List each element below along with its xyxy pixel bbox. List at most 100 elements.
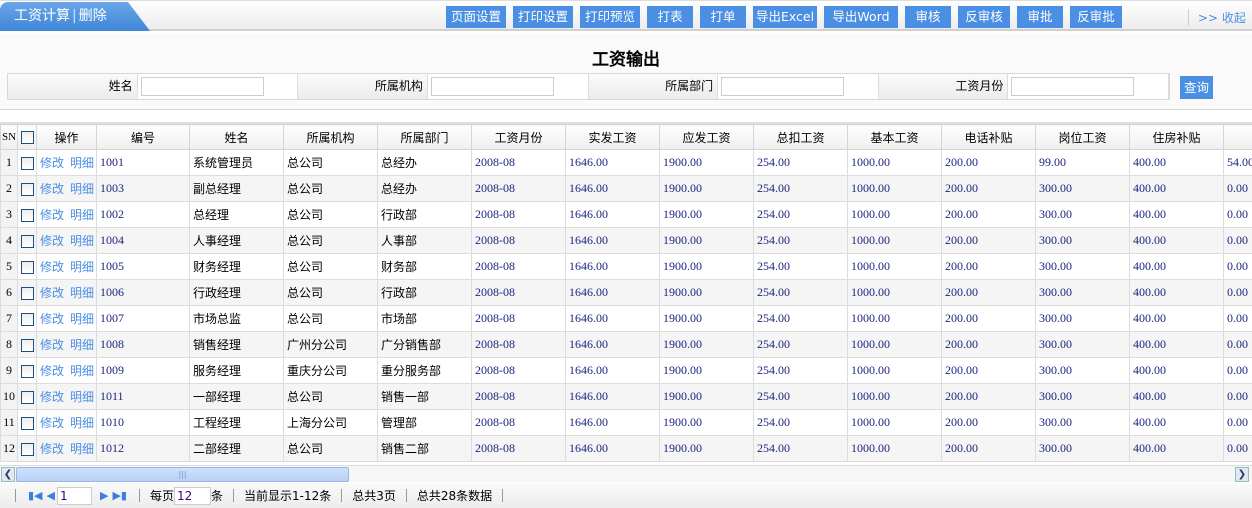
table-row[interactable]: 9 修改 明细 1009 服务经理 重庆分公司 重分服务部 2008-08 1646.00 190…: [0, 357, 1252, 384]
edit-link[interactable]: 修改: [40, 442, 65, 456]
query-input[interactable]: [721, 77, 845, 96]
detail-link[interactable]: 明细: [70, 390, 95, 404]
table-row[interactable]: 6 修改 明细 1006 行政经理 总公司 行政部 2008-08 1646.00 1900.00…: [0, 279, 1252, 306]
table-row[interactable]: 2 修改 明细 1003 副总经理 总公司 总经办 2008-08 1646.00 1900.00…: [0, 175, 1252, 202]
edit-link[interactable]: 修改: [40, 208, 65, 222]
prev-page-icon[interactable]: ◀: [46, 489, 55, 502]
edit-link[interactable]: 修改: [40, 182, 65, 196]
row-checkbox[interactable]: [20, 234, 34, 248]
toolbar-button[interactable]: 导出Word: [824, 6, 898, 28]
organization-cell: 总公司: [283, 253, 378, 280]
detail-link[interactable]: 明细: [70, 156, 95, 170]
collapse-link[interactable]: >> 收起: [1188, 9, 1246, 26]
detail-link[interactable]: 明细: [70, 234, 95, 248]
toolbar-button[interactable]: 打印设置: [513, 6, 573, 28]
toolbar-button[interactable]: 打表: [647, 6, 693, 28]
select-all-checkbox[interactable]: [20, 131, 34, 144]
row-checkbox[interactable]: [20, 260, 34, 274]
delete-link[interactable]: 删除: [78, 8, 107, 24]
extra-column-cell: 0.00: [1223, 331, 1252, 358]
table-row[interactable]: 4 修改 明细 1004 人事经理 总公司 人事部 2008-08 1646.00 1900.00…: [0, 227, 1252, 254]
toolbar-button[interactable]: 反审核: [958, 6, 1010, 28]
toolbar-button[interactable]: 打印预览: [580, 6, 640, 28]
table-row[interactable]: 3 修改 明细 1002 总经理 总公司 行政部 2008-08 1646.00 1900.00 2…: [0, 201, 1252, 228]
edit-link[interactable]: 修改: [40, 156, 65, 170]
query-button[interactable]: 查询: [1180, 76, 1213, 99]
detail-link[interactable]: 明细: [70, 260, 95, 274]
edit-link[interactable]: 修改: [40, 234, 65, 248]
row-checkbox[interactable]: [20, 156, 34, 170]
next-page-icon[interactable]: ▶: [99, 489, 109, 502]
last-page-icon[interactable]: ▶▮: [112, 489, 127, 502]
query-input[interactable]: [1011, 77, 1135, 96]
phone-allowance-cell: 200.00: [941, 331, 1036, 358]
first-page-icon[interactable]: ▮◀: [28, 489, 43, 502]
extra-column-cell: 0.00: [1223, 227, 1252, 254]
detail-link[interactable]: 明细: [70, 286, 95, 300]
row-checkbox[interactable]: [20, 338, 34, 352]
row-checkbox[interactable]: [20, 182, 34, 196]
operations-cell: 修改 明细: [36, 357, 97, 384]
toolbar-button[interactable]: 打单: [700, 6, 746, 28]
edit-link[interactable]: 修改: [40, 338, 65, 352]
column-header: 所属部门: [377, 124, 472, 150]
organization-cell: 上海分公司: [283, 409, 378, 436]
post-salary-cell: 300.00: [1035, 305, 1130, 332]
employee-name-cell: 服务经理: [189, 357, 284, 384]
row-checkbox[interactable]: [20, 312, 34, 326]
query-input[interactable]: [140, 77, 264, 96]
toolbar-button[interactable]: 审核: [905, 6, 951, 28]
per-page-input[interactable]: 12: [173, 486, 211, 505]
department-cell: 行政部: [377, 279, 472, 306]
edit-link[interactable]: 修改: [40, 260, 65, 274]
tab-title[interactable]: 工资计算: [14, 8, 70, 24]
query-input[interactable]: [430, 77, 554, 96]
total-deduction-cell: 254.00: [753, 435, 848, 462]
scroll-left-icon[interactable]: ❮: [1, 467, 15, 482]
table-row[interactable]: 8 修改 明细 1008 销售经理 广州分公司 广分销售部 2008-08 1646.00 190…: [0, 331, 1252, 358]
table-row[interactable]: 1 修改 明细 1001 系统管理员 总公司 总经办 2008-08 1646.00 1900.0…: [0, 149, 1252, 176]
table-row[interactable]: 12 修改 明细 1012 二部经理 总公司 销售二部 2008-08 1646.00 1900.…: [0, 435, 1252, 462]
row-number: 4: [0, 227, 18, 254]
edit-link[interactable]: 修改: [40, 312, 65, 326]
housing-allowance-cell: 400.00: [1129, 435, 1224, 462]
detail-link[interactable]: 明细: [70, 182, 95, 196]
detail-link[interactable]: 明细: [70, 364, 95, 378]
detail-link[interactable]: 明细: [70, 416, 95, 430]
table-row[interactable]: 5 修改 明细 1005 财务经理 总公司 财务部 2008-08 1646.00 1900.00…: [0, 253, 1252, 280]
row-checkbox[interactable]: [20, 286, 34, 300]
row-checkbox[interactable]: [20, 390, 34, 404]
employee-id-cell: 1001: [96, 149, 190, 176]
employee-name-cell: 工程经理: [189, 409, 284, 436]
department-cell: 财务部: [377, 253, 472, 280]
row-checkbox[interactable]: [20, 364, 34, 378]
detail-link[interactable]: 明细: [70, 442, 95, 456]
table-row[interactable]: 7 修改 明细 1007 市场总监 总公司 市场部 2008-08 1646.00 1900.00…: [0, 305, 1252, 332]
scroll-thumb[interactable]: |||: [16, 467, 349, 482]
edit-link[interactable]: 修改: [40, 390, 65, 404]
toolbar-button[interactable]: 反审批: [1070, 6, 1122, 28]
column-header: [1223, 124, 1252, 150]
page-input[interactable]: 1: [56, 486, 92, 505]
edit-link[interactable]: 修改: [40, 364, 65, 378]
toolbar-button[interactable]: 导出Excel: [753, 6, 817, 28]
phone-allowance-cell: 200.00: [941, 409, 1036, 436]
table-row[interactable]: 10 修改 明细 1011 一部经理 总公司 销售一部 2008-08 1646.00 1900.…: [0, 383, 1252, 410]
detail-link[interactable]: 明细: [70, 312, 95, 326]
row-checkbox[interactable]: [20, 416, 34, 430]
detail-link[interactable]: 明细: [70, 208, 95, 222]
row-checkbox[interactable]: [20, 442, 34, 456]
toolbar-button[interactable]: 页面设置: [446, 6, 506, 28]
department-cell: 总经办: [377, 175, 472, 202]
detail-link[interactable]: 明细: [70, 338, 95, 352]
row-checkbox[interactable]: [20, 208, 34, 222]
scroll-right-icon[interactable]: ❯: [1235, 467, 1249, 482]
edit-link[interactable]: 修改: [40, 416, 65, 430]
horizontal-scrollbar[interactable]: ❮ ||| ❯: [0, 465, 1252, 482]
toolbar-button[interactable]: 审批: [1017, 6, 1063, 28]
total-deduction-cell: 254.00: [753, 331, 848, 358]
table-row[interactable]: 11 修改 明细 1010 工程经理 上海分公司 管理部 2008-08 1646.00 1900…: [0, 409, 1252, 436]
edit-link[interactable]: 修改: [40, 286, 65, 300]
tab-salary-calc[interactable]: 工资计算 | 删除: [0, 2, 150, 31]
extra-column-cell: 0.00: [1223, 409, 1252, 436]
